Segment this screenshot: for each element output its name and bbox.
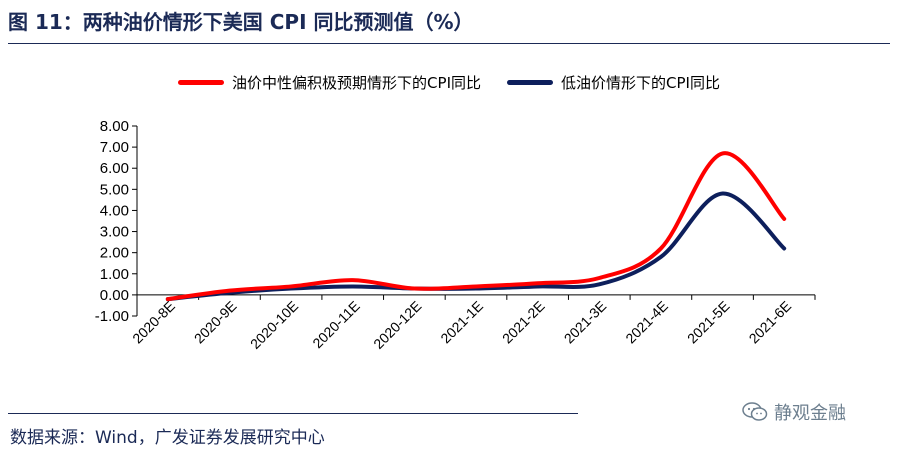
figure-title: 图 11：两种油价情形下美国 CPI 同比预测值（%） (8, 10, 474, 34)
x-tick-label: 2020-11E (309, 298, 363, 352)
x-tick-label: 2021-3E (561, 298, 610, 347)
watermark: 静观金融 (742, 399, 846, 425)
series-line-low-oil (165, 191, 787, 302)
x-tick-label: 2021-6E (746, 298, 795, 347)
title-rule (8, 43, 890, 44)
legend-item-navy: 低油价情形下的CPI同比 (507, 72, 720, 93)
chart-axes (132, 125, 816, 317)
series-lines (165, 151, 787, 302)
watermark-text: 静观金融 (774, 403, 846, 424)
y-tick-label: 7.00 (100, 139, 129, 156)
y-tick-label: 6.00 (100, 160, 129, 177)
y-tick-label: 0.00 (100, 287, 129, 304)
x-tick-label: 2021-4E (622, 298, 671, 347)
legend-item-red: 油价中性偏积极预期情形下的CPI同比 (178, 72, 481, 93)
footer-rule (8, 413, 578, 414)
legend-swatch-navy (507, 80, 553, 85)
x-tick-label: 2020-12E (370, 298, 424, 352)
x-tick-label: 2021-5E (684, 298, 733, 347)
legend-label-red: 油价中性偏积极预期情形下的CPI同比 (232, 74, 481, 92)
y-tick-label: 2.00 (100, 245, 129, 262)
y-tick-labels: 8.00 7.00 6.00 5.00 4.00 3.00 2.00 1.00 0.00 -1.0… (95, 118, 129, 325)
y-tick-label: 4.00 (100, 202, 129, 219)
legend-label-navy: 低油价情形下的CPI同比 (561, 74, 720, 92)
y-tick-label: 1.00 (100, 266, 129, 283)
x-tick-label: 2021-2E (499, 298, 548, 347)
x-tick-label: 2021-1E (437, 298, 486, 347)
x-tick-label: 2020-9E (191, 298, 240, 347)
source-note: 数据来源：Wind，广发证券发展研究中心 (10, 428, 325, 448)
wechat-icon (742, 402, 768, 421)
y-tick-label: 8.00 (100, 118, 129, 135)
y-tick-label: 5.00 (100, 181, 129, 198)
x-tick-labels: 2020-8E 2020-9E 2020-10E 2020-11E 2020-12E 20… (129, 298, 794, 352)
y-tick-label: -1.00 (95, 308, 129, 325)
series-line-neutral-oil (165, 151, 787, 302)
chart-legend: 油价中性偏积极预期情形下的CPI同比 低油价情形下的CPI同比 (0, 72, 898, 93)
y-tick-label: 3.00 (100, 224, 129, 241)
x-tick-label: 2020-10E (247, 298, 301, 352)
legend-swatch-red (178, 80, 225, 85)
